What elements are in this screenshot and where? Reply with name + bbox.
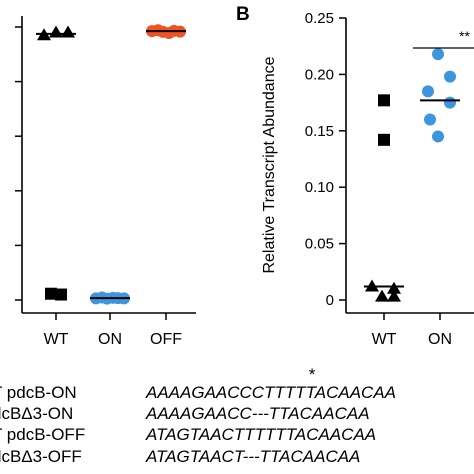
panel-b-chart: Relative Transcript Abundance 0 0.05 0.10 0… [261, 10, 474, 348]
panel-b-point [387, 281, 401, 294]
panel-b-point [432, 48, 444, 61]
panel-a-x-tick-label: OFF [150, 331, 182, 348]
panel-b-y-tick-label: 0.15 [305, 123, 334, 140]
panel-a-x-tick-label: WT [44, 331, 69, 348]
panel-b-y-tick-label: 0.10 [305, 179, 334, 196]
sequence-row-sequence: ATAGTAACTTTTTTACAACAA [145, 425, 376, 444]
sequence-alignment: * T pdcB-ON AAAAGAACCCTTTTTACAACAA dcBΔ3-O… [0, 365, 396, 466]
panel-a-point [61, 25, 75, 38]
panel-b-y-tick-label: 0.25 [305, 10, 334, 27]
panel-b-point [432, 130, 444, 143]
panel-b-point [375, 289, 389, 302]
panel-b-y-axis-label: Relative Transcript Abundance [261, 56, 278, 273]
sequence-row-label: dcBΔ3-ON [0, 404, 73, 423]
significance-label: ** [459, 28, 470, 44]
sequence-row-sequence: AAAAGAACC---TTACAACAA [145, 404, 370, 423]
panel-b-point [422, 85, 434, 98]
panel-a-chart: WT ON OFF [15, 16, 196, 348]
panel-b-point [424, 113, 436, 126]
panel-b-point [378, 94, 390, 107]
panel-b-x-tick-label: ON [428, 331, 452, 348]
mutation-asterisk: * [309, 365, 316, 384]
panel-b-point [444, 70, 456, 83]
panel-a-point [49, 25, 63, 38]
sequence-row-label: dcBΔ3-OFF [0, 447, 82, 466]
panel-a-point [45, 287, 57, 300]
panel-b-label: B [236, 4, 250, 25]
panel-b-x-tick-label: WT [372, 331, 397, 348]
panel-b-point [387, 289, 401, 302]
panel-b-y-tick-label: 0 [326, 292, 334, 309]
sequence-row-label: T pdcB-ON [0, 383, 77, 402]
sequence-row-label: T pdcB-OFF [0, 425, 85, 444]
panel-b-y-tick-label: 0.20 [305, 66, 334, 83]
panel-b-point [444, 96, 456, 109]
panel-a-x-tick-label: ON [98, 331, 122, 348]
panel-b-y-tick-label: 0.05 [305, 236, 334, 253]
panel-b-point [378, 133, 390, 146]
sequence-row-sequence: AAAAGAACCCTTTTTACAACAA [145, 383, 396, 402]
panel-a-point [55, 288, 67, 301]
sequence-row-sequence: ATAGTAACT---TTACAACAA [145, 447, 360, 466]
